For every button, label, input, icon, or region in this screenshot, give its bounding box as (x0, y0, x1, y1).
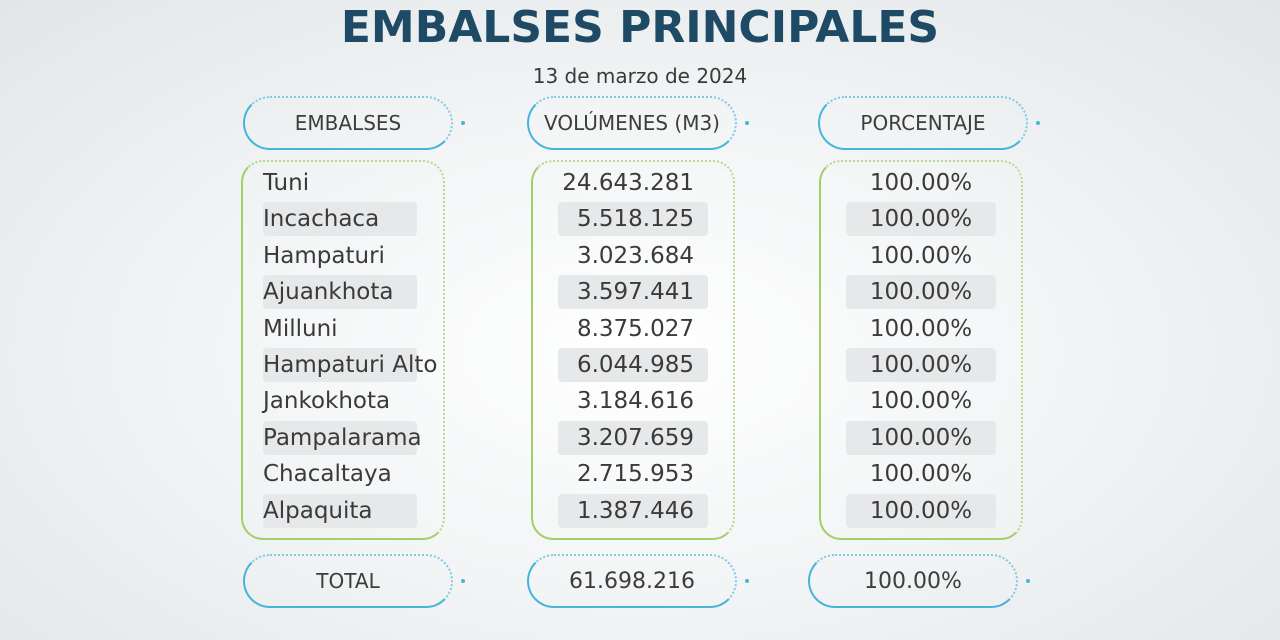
reservoir-volume: 3.207.659 (558, 420, 708, 455)
decor-dot (745, 579, 749, 583)
reservoir-percent: 100.00% (846, 348, 996, 382)
decor-dot (461, 121, 465, 125)
reservoir-volume: 3.023.684 (576, 242, 694, 269)
total-label: TOTAL (316, 569, 380, 593)
reservoir-volume: 8.375.027 (576, 315, 694, 342)
reservoir-volume: 3.184.616 (576, 388, 694, 415)
reservoir-name: Incachaca (263, 202, 417, 237)
header-embalses: EMBALSES (243, 96, 465, 150)
reservoir-percent: 100.00% (869, 388, 973, 415)
reservoir-percent: 100.00% (846, 493, 996, 528)
reservoir-percent: 100.00% (846, 275, 996, 310)
reservoir-name: Tuni (263, 170, 310, 196)
reservoir-volume: 24.643.281 (562, 170, 694, 196)
reservoir-volume: 2.715.953 (576, 461, 694, 488)
page-title: EMBALSES PRINCIPALES (340, 2, 940, 53)
reservoir-name: Jankokhota (263, 388, 391, 415)
reservoir-percent: 100.00% (869, 170, 973, 196)
reservoir-percent: 100.00% (846, 202, 996, 237)
reservoir-name: Pampalarama (263, 420, 422, 455)
volumes-box (531, 160, 735, 540)
reservoir-name: Hampaturi Alto (263, 348, 437, 382)
total-volume-pill: 61.698.216 (527, 554, 749, 608)
header-embalses-label: EMBALSES (294, 111, 402, 135)
reservoir-volume: 5.518.125 (558, 202, 708, 237)
reservoir-percent: 100.00% (869, 242, 973, 269)
reservoir-name: Alpaquita (263, 493, 417, 528)
total-volume: 61.698.216 (569, 568, 695, 594)
report-date: 13 de marzo de 2024 (532, 64, 748, 88)
header-volumenes: VOLÚMENES (M3) (527, 96, 749, 150)
header-volumenes-label: VOLÚMENES (M3) (544, 111, 720, 135)
reservoir-name: Milluni (263, 315, 338, 342)
header-porcentaje: PORCENTAJE (818, 96, 1040, 150)
decor-dot (745, 121, 749, 125)
reservoir-name: Hampaturi (263, 242, 385, 269)
reservoir-percent: 100.00% (869, 315, 973, 342)
reservoir-name: Ajuankhota (263, 275, 417, 310)
decor-dot (1036, 121, 1040, 125)
header-porcentaje-label: PORCENTAJE (860, 111, 986, 135)
reservoir-percent: 100.00% (869, 461, 973, 488)
reservoir-volume: 6.044.985 (558, 348, 708, 382)
reservoir-volume: 1.387.446 (558, 493, 708, 528)
total-percent-pill: 100.00% (808, 554, 1030, 608)
reservoir-percent: 100.00% (846, 420, 996, 455)
decor-dot (461, 579, 465, 583)
names-box (241, 160, 445, 540)
total-percent: 100.00% (864, 568, 962, 594)
percent-box (819, 160, 1023, 540)
decor-dot (1026, 579, 1030, 583)
total-label-pill: TOTAL (243, 554, 465, 608)
reservoir-name: Chacaltaya (263, 461, 392, 488)
reservoir-volume: 3.597.441 (558, 275, 708, 310)
